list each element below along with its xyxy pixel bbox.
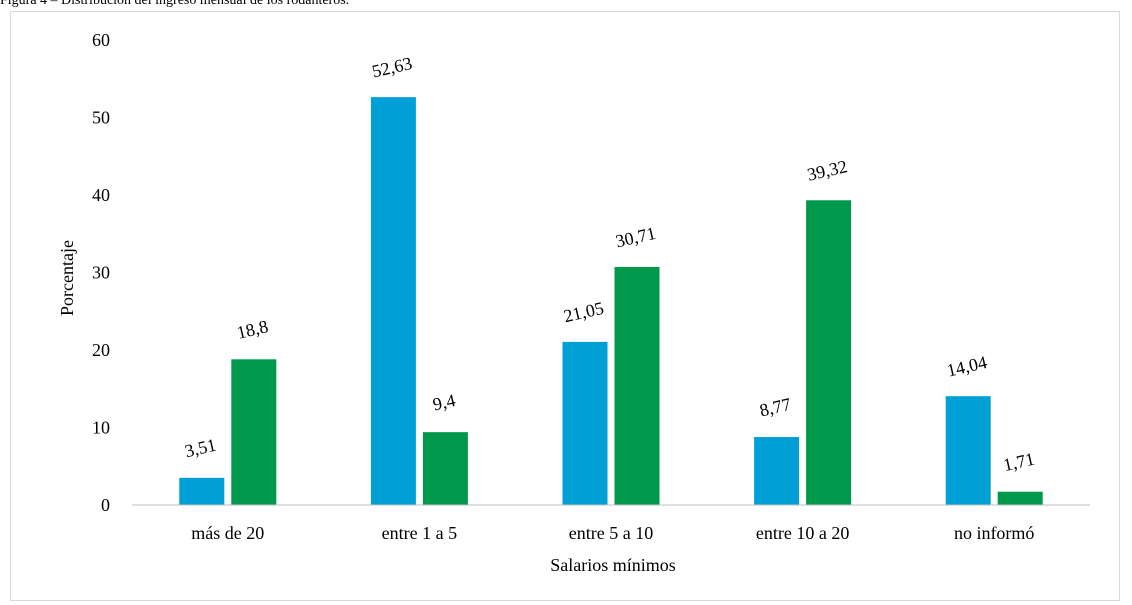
- data-label: 8,77: [758, 394, 793, 421]
- x-tick-label: entre 5 a 10: [569, 523, 653, 543]
- bar-series2: [231, 359, 277, 505]
- data-label: 39,32: [805, 156, 849, 185]
- data-label: 14,04: [945, 352, 989, 381]
- x-tick-label: entre 1 a 5: [382, 523, 457, 543]
- figure-caption: Figura 4 – Distribución del ingreso mens…: [0, 0, 350, 8]
- bars: [179, 97, 1043, 506]
- y-tick-label: 30: [92, 263, 110, 283]
- bar-series1: [754, 437, 800, 505]
- bar-series2: [997, 491, 1043, 505]
- y-tick-label: 40: [92, 185, 110, 205]
- data-label: 30,71: [614, 223, 658, 252]
- x-axis-ticks: más de 20 entre 1 a 5 entre 5 a 10 entre 10…: [191, 523, 1034, 543]
- data-label: 21,05: [562, 298, 606, 327]
- y-axis-title: Porcentaje: [57, 240, 77, 316]
- bar-series1: [179, 477, 225, 505]
- bar-series2: [614, 266, 660, 505]
- chart-frame: [10, 11, 1120, 601]
- data-label: 3,51: [183, 435, 218, 462]
- x-axis-title: Salarios mínimos: [550, 555, 676, 575]
- data-label: 9,4: [431, 390, 457, 415]
- y-axis-ticks: 0 10 20 30 40 50 60: [92, 30, 110, 515]
- data-label: 18,8: [235, 316, 270, 343]
- bar-series2: [806, 200, 852, 505]
- y-tick-label: 20: [92, 340, 110, 360]
- data-labels: 3,51 18,8 52,63 9,4 21,05 30,71 8,77 39,32 14,04…: [183, 53, 1037, 475]
- x-tick-label: no informó: [954, 523, 1035, 543]
- bar-series2: [422, 432, 468, 505]
- y-tick-label: 60: [92, 30, 110, 50]
- y-tick-label: 0: [101, 495, 110, 515]
- x-tick-label: entre 10 a 20: [756, 523, 849, 543]
- bar-series1: [562, 341, 608, 505]
- bar-series1: [370, 97, 416, 506]
- bar-series1: [945, 396, 991, 505]
- y-tick-label: 10: [92, 418, 110, 438]
- data-label: 1,71: [1001, 449, 1036, 476]
- x-tick-label: más de 20: [191, 523, 264, 543]
- y-tick-label: 50: [92, 108, 110, 128]
- data-label: 52,63: [370, 53, 414, 82]
